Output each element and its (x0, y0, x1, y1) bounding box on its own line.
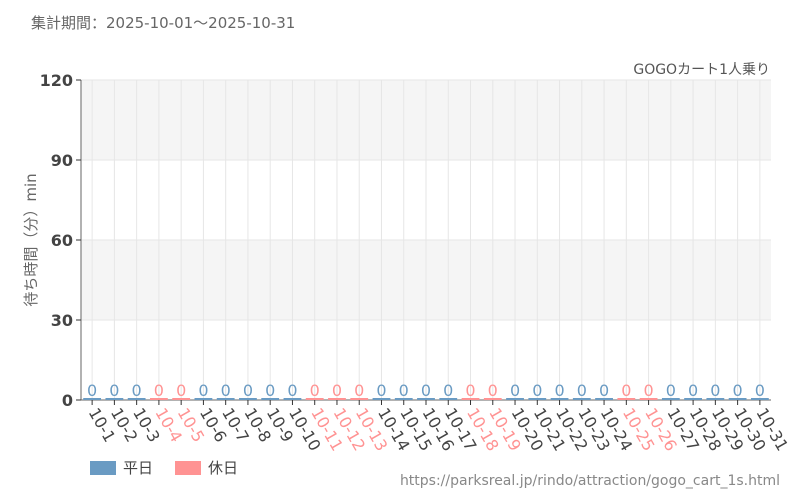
data-label: 0 (488, 381, 498, 400)
bar (728, 398, 747, 400)
data-label: 0 (376, 381, 386, 400)
bar (394, 398, 413, 400)
y-tick-label: 0 (62, 391, 73, 410)
data-label: 0 (287, 381, 297, 400)
bar (172, 398, 191, 400)
data-label: 0 (621, 381, 631, 400)
data-label: 0 (510, 381, 520, 400)
bar (572, 398, 591, 400)
data-label: 0 (265, 381, 275, 400)
bar (417, 398, 435, 400)
data-label: 0 (132, 381, 142, 400)
bar (283, 398, 302, 400)
data-label: 0 (532, 381, 542, 400)
data-label: 0 (354, 381, 364, 400)
y-tick-label: 30 (51, 311, 73, 330)
y-tick-label: 120 (40, 71, 73, 90)
y-tick-label: 60 (51, 231, 73, 250)
data-label: 0 (554, 381, 564, 400)
bar (661, 398, 680, 400)
bar (127, 398, 146, 400)
data-label: 0 (577, 381, 587, 400)
data-label: 0 (421, 381, 431, 400)
data-label: 0 (755, 381, 765, 400)
legend-weekday-label: 平日 (123, 459, 154, 477)
bar (617, 398, 636, 400)
holiday-swatch (175, 460, 201, 475)
bar (83, 398, 102, 400)
bar (550, 398, 569, 400)
data-label: 0 (332, 381, 342, 400)
y-tick-label: 90 (51, 151, 73, 170)
period-label: 集計期間：2025-10-01～2025-10-31 (31, 14, 296, 32)
bar (372, 398, 391, 400)
weekday-swatch (90, 460, 116, 475)
data-label: 0 (710, 381, 720, 400)
bar (595, 398, 613, 400)
bar (261, 398, 280, 400)
bar (150, 398, 168, 400)
chart-title: GOGOカート1人乗り (633, 62, 770, 78)
data-label: 0 (643, 381, 653, 400)
data-label: 0 (733, 381, 743, 400)
bar (194, 398, 213, 400)
bar (483, 398, 502, 400)
bar (684, 398, 702, 400)
data-label: 0 (688, 381, 698, 400)
bar (216, 398, 235, 400)
bar (305, 398, 324, 400)
data-label: 0 (198, 381, 208, 400)
y-axis-label: 待ち時間（分）min (22, 173, 40, 306)
data-label: 0 (176, 381, 186, 400)
data-label: 0 (599, 381, 609, 400)
bar (461, 398, 480, 400)
legend-holiday[interactable]: 休日 (175, 457, 238, 478)
bar (639, 398, 658, 400)
data-label: 0 (109, 381, 119, 400)
data-label: 0 (154, 381, 164, 400)
bar (439, 398, 458, 400)
bar (706, 398, 725, 400)
legend-weekday[interactable]: 平日 (90, 457, 153, 478)
data-label: 0 (310, 381, 320, 400)
bar (239, 398, 257, 400)
legend-holiday-label: 休日 (208, 459, 239, 477)
data-label: 0 (221, 381, 231, 400)
data-label: 0 (399, 381, 409, 400)
data-label: 0 (443, 381, 453, 400)
bar (506, 398, 524, 400)
bar (528, 398, 547, 400)
data-label: 0 (666, 381, 676, 400)
bar (105, 398, 124, 400)
source-url: https://parksreal.jp/rindo/attraction/go… (399, 473, 780, 489)
bar (350, 398, 369, 400)
data-label: 0 (243, 381, 253, 400)
data-label: 0 (87, 381, 97, 400)
data-label: 0 (465, 381, 475, 400)
bar (328, 398, 346, 400)
bar (750, 398, 769, 400)
